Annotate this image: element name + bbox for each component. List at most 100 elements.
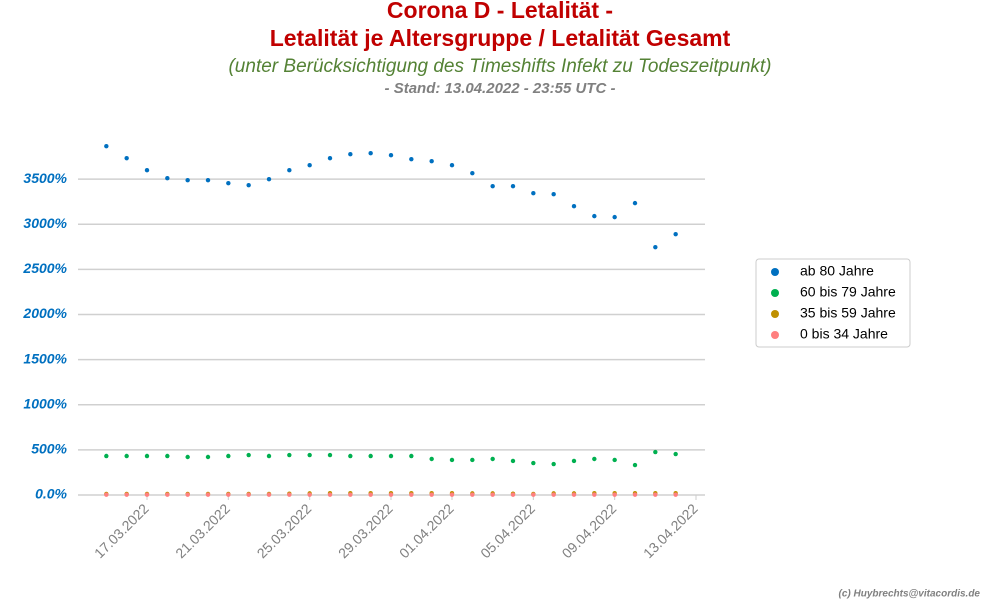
x-tick-label: 17.03.2022 <box>91 500 152 561</box>
point <box>510 492 516 497</box>
legend-label: ab 80 Jahre <box>800 263 874 279</box>
point <box>246 182 251 188</box>
point <box>226 180 231 186</box>
footer: (c) Huybrechts@vitacordis.de <box>839 589 981 600</box>
point <box>571 492 577 497</box>
point <box>327 492 333 497</box>
point <box>551 191 556 197</box>
point <box>144 492 150 497</box>
legend-label: 60 bis 79 Jahre <box>800 284 896 300</box>
point <box>531 492 536 497</box>
point <box>571 458 577 464</box>
point <box>287 167 292 173</box>
point <box>124 492 129 497</box>
point <box>185 178 190 183</box>
point <box>429 456 434 462</box>
point <box>368 453 373 459</box>
point <box>490 183 495 189</box>
point <box>226 453 231 459</box>
legend-marker <box>771 289 779 297</box>
y-tick-label: 2500% <box>22 260 67 276</box>
point <box>124 453 129 459</box>
point <box>205 178 211 183</box>
point <box>165 176 170 181</box>
point <box>653 492 658 497</box>
point <box>124 155 129 161</box>
point <box>470 457 475 463</box>
chart-subtitle: (unter Berücksichtigung des Timeshifts I… <box>228 56 771 77</box>
point <box>165 453 170 459</box>
point <box>104 143 109 149</box>
chart-title: Corona D - Letalität - <box>387 0 613 23</box>
y-tick-label: 0.0% <box>35 486 67 502</box>
point <box>388 153 394 158</box>
point <box>205 492 211 497</box>
x-tick-label: 09.04.2022 <box>559 500 620 561</box>
point <box>612 457 617 463</box>
point <box>592 456 597 462</box>
legend-marker <box>771 310 779 318</box>
point <box>185 492 190 497</box>
point <box>307 492 312 497</box>
point <box>205 454 211 460</box>
point <box>246 452 251 458</box>
x-tick-label: 25.03.2022 <box>254 500 315 561</box>
x-tick-label: 21.03.2022 <box>172 500 233 561</box>
point <box>266 492 272 497</box>
point <box>632 492 638 497</box>
legend-label: 0 bis 34 Jahre <box>800 326 888 342</box>
point <box>673 231 678 237</box>
x-tick-label: 05.04.2022 <box>477 500 538 561</box>
point <box>266 177 272 182</box>
point <box>531 191 536 196</box>
legend-label: 35 bis 59 Jahre <box>800 305 896 321</box>
point <box>104 453 109 459</box>
point <box>388 453 394 459</box>
legend-marker <box>771 331 779 339</box>
point <box>673 451 678 457</box>
point <box>327 452 333 458</box>
point <box>388 492 394 497</box>
point <box>449 457 455 463</box>
point <box>348 492 353 497</box>
point <box>104 492 109 497</box>
x-tick-label: 13.04.2022 <box>640 500 701 561</box>
point <box>592 213 597 219</box>
point <box>673 492 678 497</box>
point <box>287 452 292 458</box>
point <box>612 492 617 497</box>
x-tick-label: 29.03.2022 <box>335 500 396 561</box>
y-tick-label: 3000% <box>23 215 67 231</box>
point <box>653 449 658 455</box>
point <box>409 492 414 497</box>
point <box>348 152 353 157</box>
point <box>368 151 373 156</box>
point <box>266 453 272 459</box>
point <box>632 200 638 206</box>
point <box>307 163 312 168</box>
point <box>429 158 434 164</box>
y-tick-label: 500% <box>31 441 67 457</box>
point <box>287 492 292 497</box>
point <box>653 244 658 250</box>
chart-title: Letalität je Altersgruppe / Letalität Ge… <box>270 25 731 51</box>
point <box>449 492 455 497</box>
legend-box <box>755 258 911 348</box>
point <box>368 492 373 497</box>
point <box>551 461 556 467</box>
chart-stand: - Stand: 13.04.2022 - 23:55 UTC - <box>385 80 616 97</box>
point <box>144 453 150 459</box>
point <box>571 204 577 209</box>
point <box>144 167 150 173</box>
x-tick-label: 01.04.2022 <box>396 500 457 561</box>
point <box>409 453 414 459</box>
point <box>551 492 556 497</box>
y-tick-label: 3500% <box>23 170 67 186</box>
point <box>612 214 617 220</box>
point <box>632 462 638 468</box>
point <box>327 155 333 161</box>
point <box>531 460 536 466</box>
y-tick-label: 1000% <box>23 395 67 411</box>
point <box>348 453 353 459</box>
